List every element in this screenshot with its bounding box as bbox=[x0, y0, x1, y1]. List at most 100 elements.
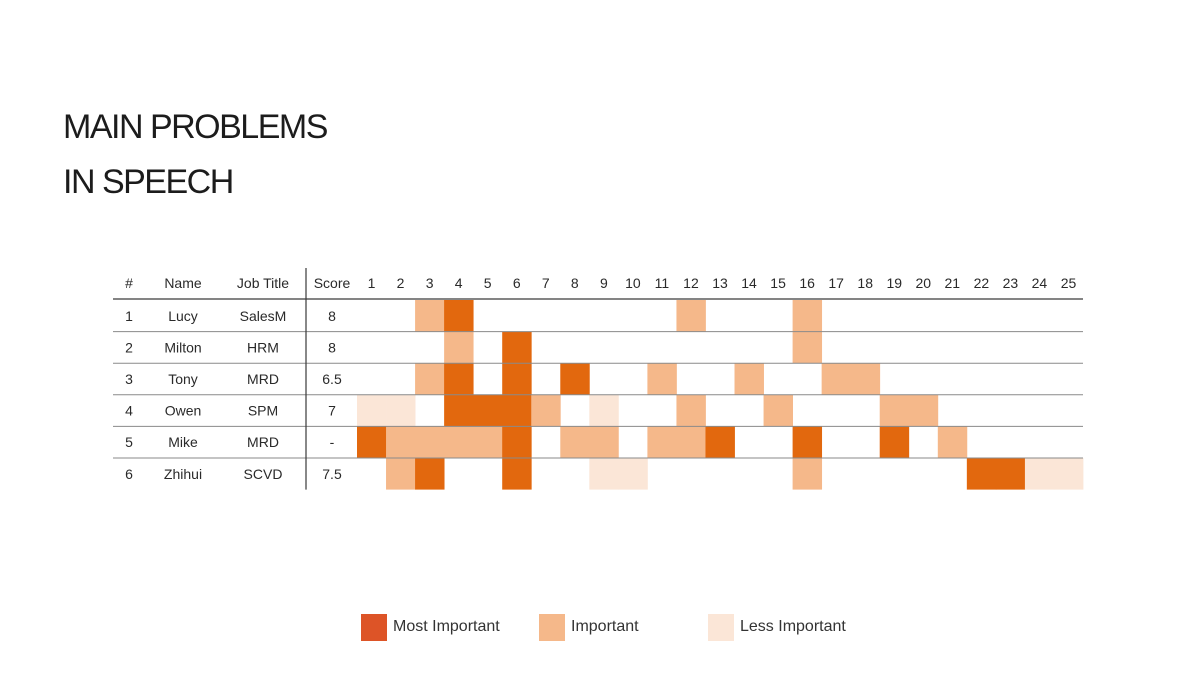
heat-cell bbox=[879, 426, 910, 458]
heat-cell bbox=[676, 394, 706, 427]
problem-number-header: 6 bbox=[513, 275, 521, 291]
heat-cell bbox=[850, 363, 881, 395]
heat-cell bbox=[1024, 458, 1055, 490]
row-score-label: 8 bbox=[328, 308, 336, 324]
heat-cell bbox=[444, 426, 474, 458]
row-num-label: 3 bbox=[125, 371, 133, 387]
row-num-label: 6 bbox=[125, 466, 133, 482]
problem-number-header: 1 bbox=[368, 275, 376, 291]
heat-cell bbox=[763, 394, 793, 427]
legend-label-most-important: Most Important bbox=[393, 618, 500, 635]
heat-cell bbox=[879, 394, 910, 427]
heat-cell bbox=[995, 458, 1026, 490]
heat-cell bbox=[473, 394, 503, 427]
heat-cell bbox=[415, 426, 445, 458]
row-name-label: Owen bbox=[165, 403, 202, 419]
heat-cell bbox=[415, 300, 445, 332]
heat-cell bbox=[415, 458, 445, 490]
row-name-label: Zhihui bbox=[164, 466, 202, 482]
legend-label-important: Important bbox=[571, 618, 639, 635]
row-job-label: SalesM bbox=[240, 308, 287, 324]
heat-cell bbox=[386, 394, 416, 427]
column-header: Job Title bbox=[237, 275, 289, 291]
heat-cell bbox=[734, 363, 764, 395]
row-name-label: Lucy bbox=[168, 308, 198, 324]
problem-number-header: 3 bbox=[426, 275, 434, 291]
problem-number-header: 7 bbox=[542, 275, 550, 291]
legend-important: Important bbox=[539, 613, 639, 641]
heat-cell bbox=[705, 426, 735, 458]
row-job-label: HRM bbox=[247, 339, 279, 355]
heat-cell bbox=[502, 458, 532, 490]
heat-cell bbox=[589, 426, 619, 458]
problem-number-header: 18 bbox=[857, 275, 873, 291]
problem-number-header: 4 bbox=[455, 275, 463, 291]
heat-cell bbox=[502, 426, 532, 458]
row-name-label: Tony bbox=[168, 371, 198, 387]
heat-cell bbox=[444, 363, 474, 395]
heat-cell bbox=[502, 363, 532, 395]
heat-cell bbox=[357, 426, 387, 458]
problem-number-header: 24 bbox=[1032, 275, 1048, 291]
legend-swatch-important bbox=[539, 613, 565, 641]
row-job-label: MRD bbox=[247, 371, 279, 387]
legend-less-important: Less Important bbox=[708, 613, 846, 641]
problem-number-header: 8 bbox=[571, 275, 579, 291]
problem-number-header: 5 bbox=[484, 275, 492, 291]
problem-number-header: 9 bbox=[600, 275, 608, 291]
row-score-label: 7 bbox=[328, 403, 336, 419]
heat-cell bbox=[792, 331, 823, 364]
row-job-label: SCVD bbox=[244, 466, 283, 482]
title-line-2: IN SPEECH bbox=[63, 163, 234, 201]
row-num-label: 4 bbox=[125, 403, 133, 419]
problem-number-header: 21 bbox=[945, 275, 961, 291]
legend-swatch-less-important bbox=[708, 613, 734, 641]
heat-cell bbox=[386, 458, 416, 490]
heat-cell bbox=[502, 331, 532, 364]
problem-number-header: 22 bbox=[974, 275, 990, 291]
heat-cell bbox=[792, 300, 823, 332]
heat-cell bbox=[821, 363, 852, 395]
heat-cell bbox=[386, 426, 416, 458]
heat-cell bbox=[444, 394, 474, 427]
heat-cell bbox=[589, 394, 619, 427]
problem-number-header: 11 bbox=[655, 275, 670, 291]
legend-most-important: Most Important bbox=[361, 613, 500, 641]
heat-cell bbox=[908, 394, 939, 427]
column-header: Name bbox=[164, 275, 202, 291]
heat-cell bbox=[676, 426, 706, 458]
heat-cell bbox=[676, 300, 706, 332]
heat-cell bbox=[531, 394, 561, 427]
heat-cell bbox=[560, 426, 590, 458]
heat-cell bbox=[444, 300, 474, 332]
heat-cell bbox=[560, 363, 590, 395]
problem-number-header: 20 bbox=[915, 275, 931, 291]
heat-cell bbox=[502, 394, 532, 427]
heat-cell bbox=[647, 426, 677, 458]
heat-cell bbox=[966, 458, 997, 490]
problem-number-header: 13 bbox=[712, 275, 728, 291]
row-job-label: SPM bbox=[248, 403, 278, 419]
column-header: # bbox=[125, 275, 133, 291]
legend-label-less-important: Less Important bbox=[740, 618, 846, 635]
title-line-1: MAIN PROBLEMS bbox=[63, 108, 328, 146]
problem-number-header: 17 bbox=[828, 275, 844, 291]
row-name-label: Milton bbox=[164, 339, 201, 355]
heat-cell bbox=[647, 363, 677, 395]
problem-number-header: 19 bbox=[886, 275, 902, 291]
row-score-label: 8 bbox=[328, 339, 336, 355]
heat-cell bbox=[444, 331, 474, 364]
row-num-label: 1 bbox=[125, 308, 133, 324]
row-name-label: Mike bbox=[168, 434, 198, 450]
problem-number-header: 12 bbox=[683, 275, 699, 291]
heat-cell bbox=[792, 458, 823, 490]
problem-number-header: 16 bbox=[799, 275, 815, 291]
problem-number-header: 25 bbox=[1061, 275, 1077, 291]
heat-cell bbox=[618, 458, 648, 490]
row-score-label: - bbox=[330, 434, 335, 450]
row-job-label: MRD bbox=[247, 434, 279, 450]
problem-number-header: 10 bbox=[625, 275, 641, 291]
row-num-label: 2 bbox=[125, 339, 133, 355]
problem-number-header: 15 bbox=[770, 275, 786, 291]
row-score-label: 7.5 bbox=[322, 466, 342, 482]
